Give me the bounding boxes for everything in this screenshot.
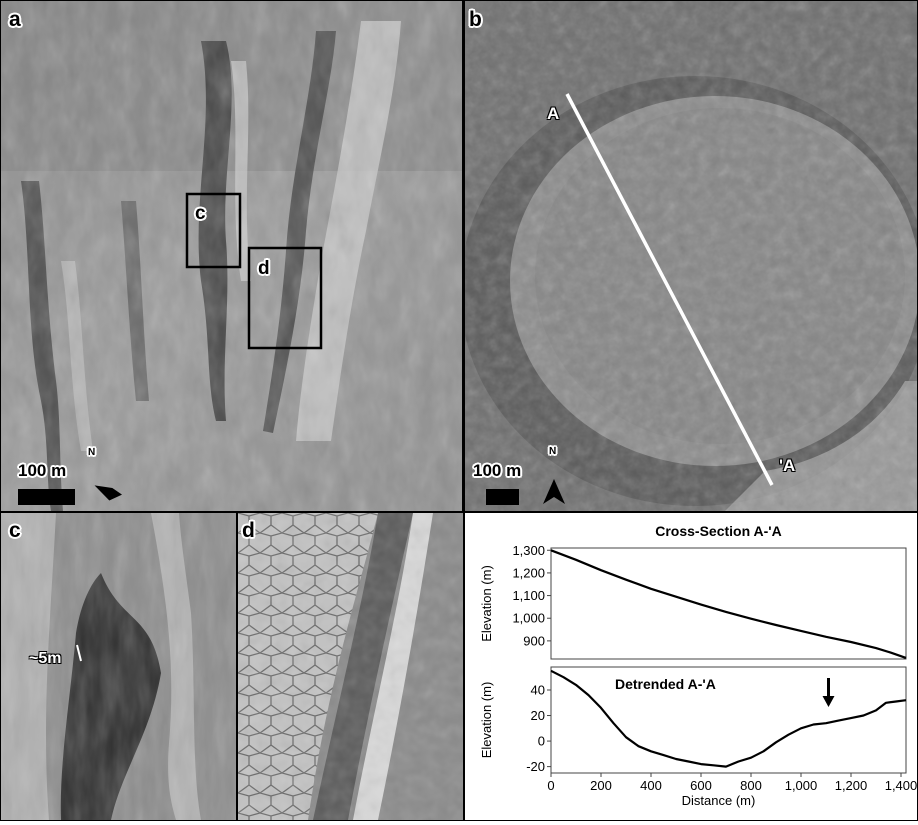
- panel-label-d: d: [242, 519, 255, 542]
- plot-frame-1: [550, 547, 907, 660]
- elevation-profile-chart: 900 1,000 1,100 1,200 1,300 Cross-Section A-'…: [479, 523, 917, 808]
- scale-label-b: 100 m: [473, 461, 522, 480]
- chart-title-2: Detrended A-'A: [615, 676, 716, 692]
- y-tick-label: 1,000: [512, 611, 545, 626]
- panel-c-image: c ~5m: [1, 513, 236, 820]
- north-label-b: N: [549, 446, 557, 457]
- north-arrow-icon: [543, 479, 565, 504]
- x-tick-label: 0: [547, 778, 554, 793]
- scale-bar-b: [486, 489, 519, 505]
- y-tick-label: 20: [531, 708, 545, 723]
- x-tick-label: 200: [590, 778, 612, 793]
- gully-terrain-image: [1, 1, 462, 511]
- panel-d-image: d: [238, 513, 463, 820]
- measurement-bar: [76, 644, 82, 662]
- inset-box-c: [185, 192, 242, 269]
- profile-end-label: 'A: [779, 456, 796, 475]
- profile-start-label: A: [547, 104, 560, 123]
- y-tick-label: -20: [526, 759, 545, 774]
- y-axis-label-1: Elevation (m): [479, 565, 494, 642]
- profile-line: [565, 93, 774, 486]
- y-axis-label-2: Elevation (m): [479, 682, 494, 759]
- polygon-terrain-d: [238, 513, 463, 820]
- x-tick-label: 600: [690, 778, 712, 793]
- y-tick-label: 1,300: [512, 543, 545, 558]
- panel-label-b: b: [469, 8, 482, 31]
- series-line-2: [550, 669, 907, 768]
- panel-b-image: b A 'A 100 m N: [465, 1, 917, 511]
- arrow-down-icon: [822, 696, 835, 707]
- series-line-1: [550, 549, 907, 659]
- measurement-label: ~5m: [29, 650, 62, 667]
- north-arrow-icon: [94, 485, 123, 501]
- inset-label-c: c: [195, 203, 206, 224]
- x-tick-label: 1,000: [785, 778, 818, 793]
- chart-title-1: Cross-Section A-'A: [655, 523, 782, 539]
- y-tick-label: 1,100: [512, 588, 545, 603]
- y-tick-label: 900: [523, 633, 545, 648]
- panel-label-a: a: [9, 8, 21, 31]
- north-label-a: N: [88, 447, 96, 458]
- scale-label-a: 100 m: [18, 461, 67, 480]
- x-tick-label: 1,200: [835, 778, 868, 793]
- panel-label-c: c: [9, 519, 21, 542]
- plot-frame-2: [550, 666, 907, 774]
- x-axis-label: Distance (m): [682, 793, 756, 808]
- y-tick-label: 0: [538, 734, 545, 749]
- gully-closeup-c: [1, 513, 236, 820]
- inset-label-d: d: [258, 258, 270, 279]
- scale-bar-a: [18, 489, 75, 505]
- y-tick-label: 40: [531, 682, 545, 697]
- elevation-profile-panel: 900 1,000 1,100 1,200 1,300 Cross-Section A-'…: [465, 513, 917, 820]
- x-tick-label: 800: [740, 778, 762, 793]
- x-tick-label: 400: [640, 778, 662, 793]
- inset-box-d: [247, 246, 323, 350]
- y-tick-label: 1,200: [512, 565, 545, 580]
- crater-image: [465, 1, 917, 511]
- x-tick-label: 1,400: [885, 778, 917, 793]
- panel-a-image: a c d 100 m N: [1, 1, 462, 511]
